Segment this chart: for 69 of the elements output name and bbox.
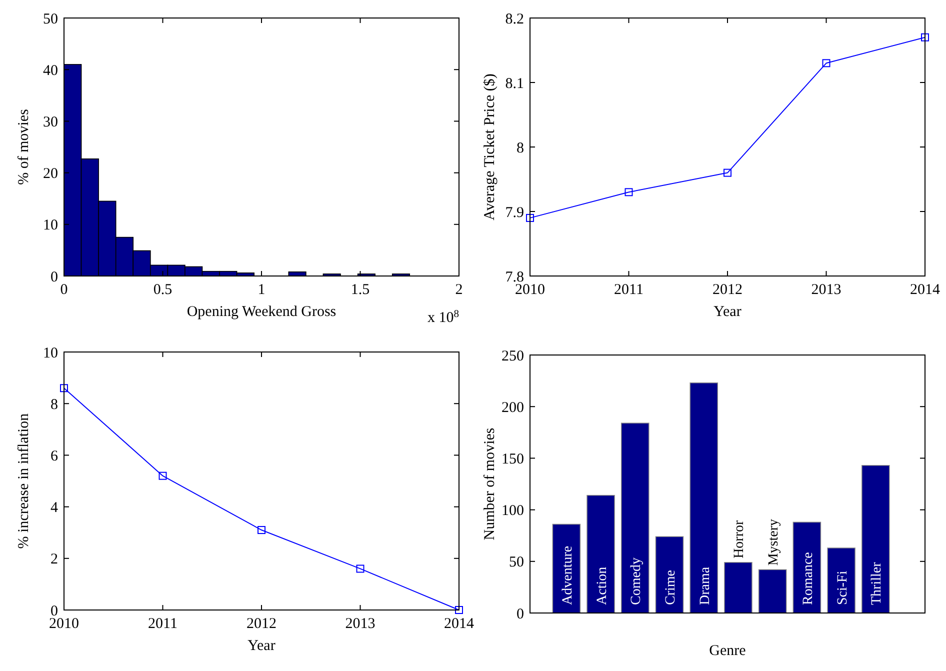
y-tick-label: 8 — [50, 396, 58, 413]
y-tick-label: 6 — [50, 448, 58, 464]
point — [526, 214, 534, 222]
y-axis-title: Number of movies — [482, 428, 498, 540]
x-axis-title: Genre — [709, 643, 746, 659]
x-tick-label: Comedy — [629, 558, 644, 605]
bar — [827, 548, 856, 614]
y-tick-label: 7.9 — [505, 204, 524, 221]
y-tick-label: 20 — [43, 166, 58, 182]
point — [822, 59, 830, 68]
bar — [758, 569, 787, 614]
point — [356, 564, 364, 573]
point — [258, 526, 266, 534]
text: x 10$^{8}$ — [428, 308, 459, 326]
point — [455, 606, 463, 614]
y-tick-label: 8.1 — [505, 76, 524, 92]
y-tick-label: 100 — [502, 503, 524, 520]
x-tick-label: 1.5 — [350, 282, 370, 298]
point — [624, 188, 633, 196]
y-tick-label: 8 — [516, 140, 524, 156]
y-tick-label: 10 — [43, 345, 58, 362]
x-tick-label: Sci-Fi — [835, 570, 850, 605]
y-axis-title: % increase in inflation — [16, 412, 32, 549]
x-tick-label: Horror — [732, 520, 748, 558]
x-tick-label: 2014 — [444, 616, 474, 632]
x-tick-label: 2013 — [345, 616, 376, 632]
x-tick-label: Mystery — [766, 518, 782, 566]
y-tick-label: 40 — [43, 62, 58, 79]
x-tick-label: Action — [594, 566, 610, 605]
x-tick-label: 2013 — [811, 282, 842, 298]
bar — [655, 536, 684, 614]
y-tick-label: 30 — [43, 114, 58, 130]
y-tick-label: 0 — [50, 269, 58, 286]
x-axis-title: Year — [248, 638, 276, 654]
x-tick-label: 2012 — [712, 282, 742, 298]
y-tick-label: 4 — [50, 500, 58, 516]
x-tick-label: Romance — [800, 552, 816, 605]
y-tick-label: 150 — [502, 451, 524, 468]
y-tick-label: 10 — [43, 218, 58, 234]
bar — [792, 522, 822, 614]
x-tick-label: Adventure — [560, 546, 576, 605]
y-tick-label: 50 — [43, 11, 58, 28]
bar — [724, 562, 752, 614]
point — [60, 384, 68, 392]
y-axis-title: % of movies — [16, 108, 32, 185]
x-axis-title: Year — [714, 304, 742, 320]
x-axis-title: Opening Weekend Gross — [186, 304, 336, 320]
point — [158, 472, 167, 480]
x-tick-label: 2014 — [910, 282, 940, 298]
x-tick-label: 0.5 — [153, 282, 172, 298]
x-tick-label: 2011 — [614, 282, 644, 298]
x-tick-label: Thriller — [870, 562, 885, 605]
bar — [586, 494, 615, 614]
x-tick-label: 1 — [258, 282, 266, 298]
x-tick-label: 2012 — [246, 616, 276, 632]
point — [921, 33, 929, 42]
y-tick-label: 8.2 — [505, 11, 524, 28]
x-tick-label: Drama — [698, 566, 713, 605]
bar — [620, 422, 650, 614]
y-axis-title: Average Ticket Price ($) — [482, 74, 498, 220]
point — [724, 168, 732, 177]
x-tick-label: 2 — [455, 282, 463, 298]
x-tick-label: Crime — [663, 570, 678, 605]
bar — [862, 465, 890, 614]
x-tick-label: 2011 — [148, 616, 178, 632]
y-tick-label: 50 — [509, 554, 524, 571]
bar — [690, 382, 718, 614]
y-tick-label: 250 — [502, 348, 524, 364]
y-tick-label: 200 — [502, 400, 524, 416]
